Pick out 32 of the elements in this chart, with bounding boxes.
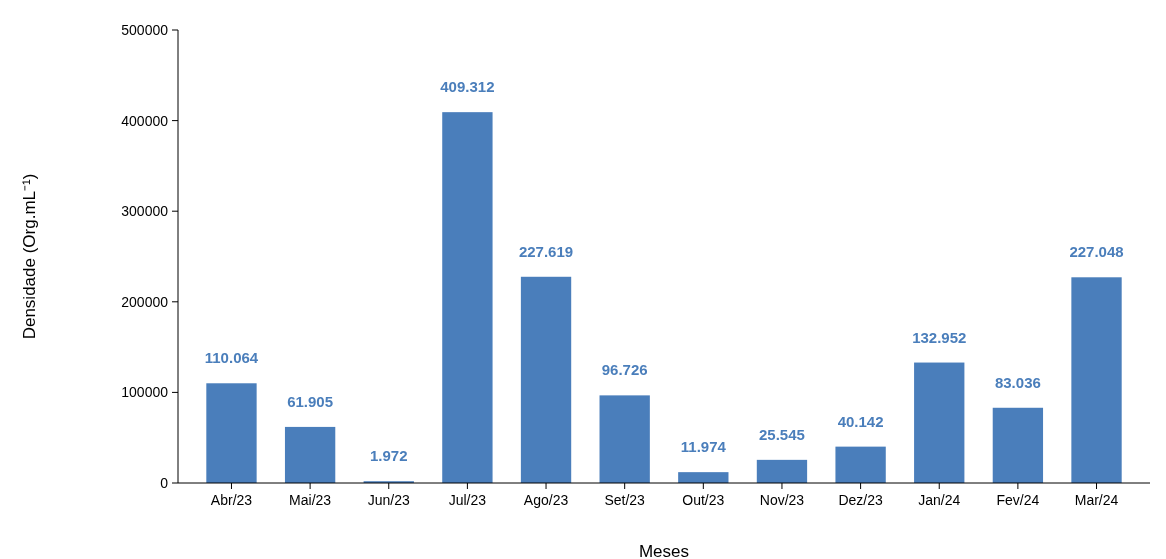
x-tick-label: Ago/23 bbox=[523, 492, 569, 508]
x-tick-label: Jun/23 bbox=[367, 492, 410, 508]
y-tick-label: 500000 bbox=[121, 21, 169, 38]
data-label: 96.726 bbox=[601, 361, 648, 379]
x-tick-label: Nov/23 bbox=[759, 492, 805, 508]
data-label: 132.952 bbox=[912, 328, 967, 346]
data-label: 227.048 bbox=[1069, 243, 1124, 261]
data-label: 11.974 bbox=[680, 438, 727, 456]
data-label: 409.312 bbox=[440, 78, 495, 96]
x-tick-label: Abr/23 bbox=[210, 492, 253, 508]
x-tick-label: Dez/23 bbox=[838, 492, 883, 508]
x-tick-label: Fev/24 bbox=[996, 492, 1040, 508]
x-tick-label: Set/23 bbox=[604, 492, 646, 508]
x-tick-label: Mai/23 bbox=[289, 492, 332, 508]
y-axis-title: Densidade (Org.mL⁻¹) bbox=[20, 173, 39, 340]
y-tick-label: 300000 bbox=[121, 203, 169, 220]
data-label: 40.142 bbox=[837, 412, 884, 430]
y-tick-label: 0 bbox=[160, 474, 169, 491]
data-label: 25.545 bbox=[759, 425, 805, 443]
y-tick-label: 100000 bbox=[121, 384, 169, 401]
x-tick-label: Jan/24 bbox=[918, 492, 961, 508]
x-tick-label: Mar/24 bbox=[1074, 492, 1119, 508]
x-axis-title: Meses bbox=[638, 542, 690, 559]
y-tick-label: 400000 bbox=[121, 112, 169, 129]
data-label: 61.905 bbox=[287, 392, 334, 410]
y-tick-label: 200000 bbox=[121, 293, 169, 310]
data-label: 83.036 bbox=[994, 373, 1041, 391]
data-label: 227.619 bbox=[518, 242, 574, 260]
data-label: 110.064 bbox=[204, 349, 259, 367]
x-tick-label: Jul/23 bbox=[448, 492, 487, 508]
x-tick-label: Out/23 bbox=[682, 492, 725, 508]
data-label: 1.972 bbox=[369, 447, 408, 465]
